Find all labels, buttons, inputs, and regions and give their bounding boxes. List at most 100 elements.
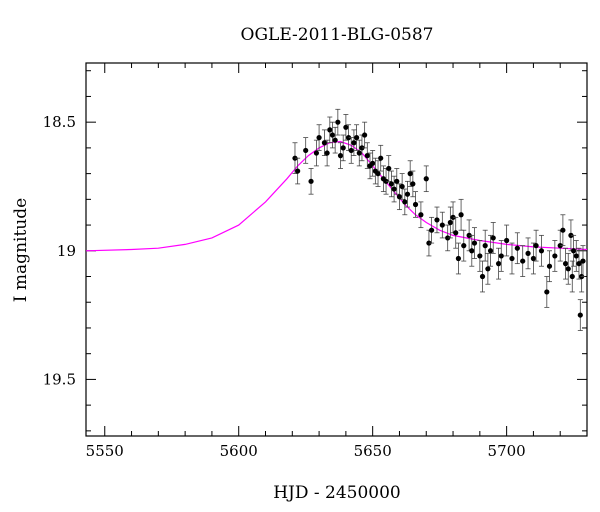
data-point	[335, 108, 341, 136]
data-point	[404, 180, 411, 208]
chart-title: OGLE-2011-BLG-0587	[241, 25, 434, 45]
data-point	[565, 252, 571, 285]
data-point	[439, 211, 445, 239]
point-marker	[356, 150, 362, 156]
point-marker	[402, 199, 408, 205]
point-marker	[383, 178, 389, 184]
point-marker	[353, 135, 360, 141]
point-marker	[453, 230, 459, 236]
point-marker	[552, 253, 558, 259]
data-point	[434, 206, 440, 234]
data-point	[471, 227, 478, 259]
data-point	[577, 299, 583, 331]
point-marker	[490, 235, 496, 241]
data-point	[455, 242, 462, 275]
point-marker	[469, 248, 475, 254]
point-marker	[439, 222, 445, 228]
point-marker	[461, 243, 467, 249]
data-point	[321, 129, 328, 157]
x-tick-label: 5700	[488, 442, 526, 460]
point-marker	[487, 248, 494, 254]
point-marker	[426, 240, 432, 246]
point-marker	[495, 261, 502, 267]
point-marker	[348, 147, 354, 154]
point-marker	[458, 212, 464, 218]
data-point	[348, 137, 354, 164]
point-marker	[580, 258, 586, 264]
point-marker	[375, 171, 381, 177]
y-tick-label: 19	[57, 242, 76, 260]
point-marker	[388, 181, 395, 187]
point-marker	[482, 243, 488, 249]
point-marker	[504, 237, 510, 244]
point-marker	[308, 178, 314, 184]
point-marker	[391, 186, 397, 192]
point-marker	[321, 140, 328, 146]
data-point	[450, 201, 456, 234]
x-tick-label: 5550	[86, 442, 124, 460]
axis-tick-labels: 5550 5600 5650 5700 18.5 19 19.5	[43, 113, 526, 460]
point-marker	[340, 145, 346, 151]
data-point	[482, 229, 488, 262]
point-marker	[485, 266, 491, 272]
data-point	[316, 124, 322, 151]
point-marker	[351, 140, 357, 146]
y-axis-label: I magnitude	[11, 198, 31, 302]
point-marker	[533, 243, 539, 249]
point-marker	[450, 214, 456, 220]
point-marker	[573, 253, 579, 259]
data-point	[356, 139, 362, 167]
point-marker	[295, 168, 301, 174]
point-marker	[303, 147, 309, 154]
data-point	[410, 170, 416, 198]
data-point	[552, 240, 558, 272]
point-marker	[557, 243, 563, 249]
x-axis-label: HJD - 2450000	[273, 483, 401, 503]
point-marker	[525, 250, 531, 256]
data-point	[485, 252, 491, 285]
data-point	[562, 247, 569, 280]
data-point	[396, 183, 403, 211]
data-point	[412, 191, 419, 218]
point-marker	[568, 232, 574, 238]
data-point	[453, 216, 459, 249]
point-marker	[362, 132, 368, 138]
data-point	[544, 276, 550, 308]
data-point	[479, 260, 486, 293]
point-marker	[455, 255, 462, 262]
data-point	[560, 214, 566, 247]
data-point	[520, 245, 526, 277]
point-marker	[359, 145, 365, 151]
data-point	[380, 165, 386, 193]
point-marker	[577, 312, 583, 318]
data-point	[327, 116, 333, 144]
point-marker	[498, 253, 504, 259]
x-tick-label: 5650	[354, 442, 392, 460]
point-marker	[471, 240, 478, 246]
data-point	[423, 165, 429, 193]
point-marker	[571, 248, 577, 254]
data-point	[498, 240, 504, 272]
point-marker	[562, 261, 569, 267]
data-point	[568, 219, 574, 252]
data-point	[351, 129, 357, 157]
point-marker	[329, 132, 336, 138]
data-point	[571, 234, 577, 267]
point-marker	[399, 183, 405, 190]
data-point	[447, 206, 453, 239]
data-point	[490, 222, 496, 254]
data-point	[525, 237, 531, 270]
point-marker	[292, 155, 298, 161]
data-point	[418, 201, 424, 229]
point-marker	[546, 263, 553, 269]
point-marker	[565, 266, 571, 272]
point-marker	[560, 227, 566, 233]
point-marker	[418, 212, 424, 218]
data-point	[461, 229, 467, 262]
point-marker	[479, 273, 486, 280]
point-marker	[423, 176, 429, 182]
point-marker	[447, 219, 453, 226]
model-curve	[85, 140, 588, 252]
point-marker	[410, 181, 416, 187]
data-point	[303, 137, 309, 164]
